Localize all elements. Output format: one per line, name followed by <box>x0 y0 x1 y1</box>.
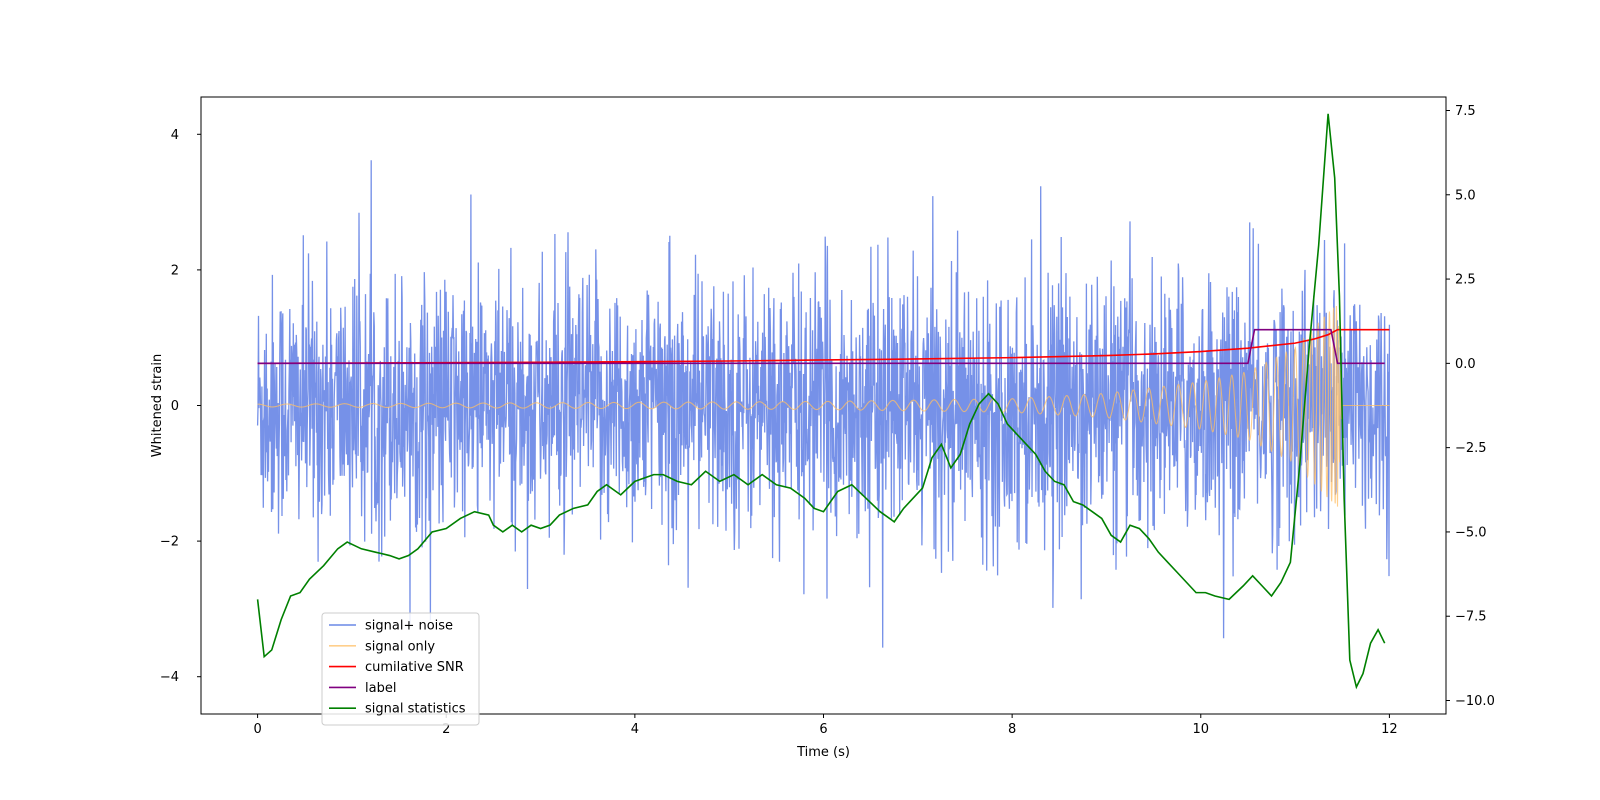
x-tick-label: 2 <box>442 722 450 737</box>
legend-label: label <box>365 681 396 696</box>
series-line-signal-statistics <box>256 113 1386 690</box>
y-tick-label: 0 <box>171 399 179 414</box>
ticks-layer: 0 2 4 6 8 10 12 −4 −2 0 2 4 −10.0 −7.5 −5.0 −2.5 0.0 2.5 5… <box>160 104 1495 737</box>
y-tick-label: 4 <box>171 128 179 143</box>
x-tick-label: 6 <box>819 722 827 737</box>
y-tick-label: −4 <box>160 670 179 685</box>
y-axis-label: Whitened strain <box>150 354 165 457</box>
legend-box <box>321 612 480 726</box>
x-tick-label: 12 <box>1381 722 1398 737</box>
y-tick-label: 2 <box>171 263 179 278</box>
series-layer <box>256 113 1391 690</box>
y2-tick-label: 0.0 <box>1455 357 1476 372</box>
x-axis-label: Time (s) <box>796 745 850 760</box>
legend: signal+ noise signal only cumilative SNR la… <box>321 612 480 726</box>
x-tick-label: 8 <box>1008 722 1016 737</box>
series-line-signal-only <box>257 305 1390 507</box>
legend-label: signal+ noise <box>365 619 453 634</box>
y2-tick-label: 7.5 <box>1455 104 1476 119</box>
x-tick-label: 0 <box>253 722 261 737</box>
x-tick-label: 4 <box>631 722 639 737</box>
y-tick-label: −2 <box>160 535 179 550</box>
x-tick-label: 10 <box>1192 722 1209 737</box>
series-line-signal-noise <box>256 160 1391 648</box>
legend-label: signal statistics <box>365 702 466 717</box>
y2-tick-label: −7.5 <box>1455 610 1487 625</box>
series-line-cumilative-snr <box>257 328 1390 365</box>
legend-label: signal only <box>365 639 435 654</box>
y2-tick-label: 5.0 <box>1455 188 1476 203</box>
y2-tick-label: −10.0 <box>1455 694 1495 709</box>
legend-label: cumilative SNR <box>365 660 464 675</box>
y2-tick-label: 2.5 <box>1455 273 1476 288</box>
series-line-label <box>257 328 1385 365</box>
y2-tick-label: −5.0 <box>1455 525 1487 540</box>
y2-tick-label: −2.5 <box>1455 441 1487 456</box>
